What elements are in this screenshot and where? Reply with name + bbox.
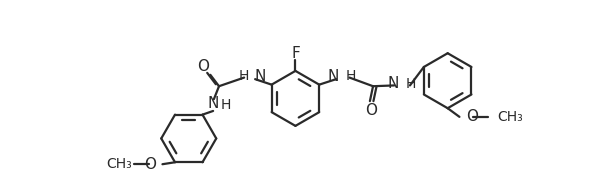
Text: F: F (291, 46, 300, 61)
Text: N: N (207, 96, 219, 111)
Text: O: O (466, 109, 478, 124)
Text: N: N (254, 69, 266, 83)
Text: N: N (388, 76, 399, 91)
Text: H: H (406, 77, 416, 91)
Text: H: H (220, 98, 230, 113)
Text: H: H (345, 69, 356, 83)
Text: CH₃: CH₃ (497, 110, 523, 124)
Text: O: O (365, 103, 377, 118)
Text: O: O (197, 59, 209, 74)
Text: N: N (327, 69, 339, 83)
Text: O: O (144, 157, 156, 172)
Text: CH₃: CH₃ (106, 157, 132, 171)
Text: H: H (239, 69, 249, 83)
